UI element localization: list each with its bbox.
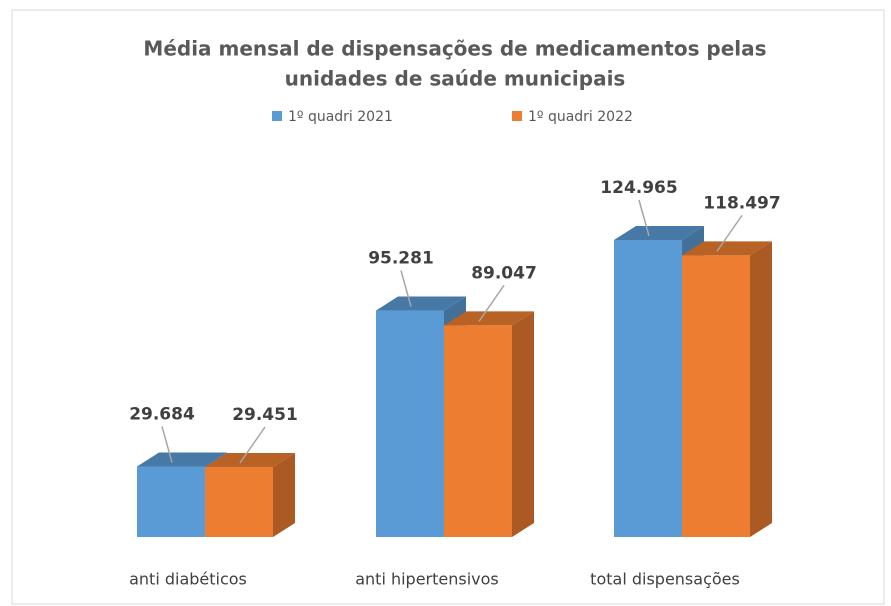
bar-top — [614, 226, 704, 240]
leader-line — [239, 426, 266, 464]
bar — [137, 466, 205, 537]
bar-side — [512, 311, 534, 537]
chart-title: Média mensal de dispensações de medicame… — [143, 37, 766, 61]
legend-label: 1º quadri 2021 — [288, 109, 393, 125]
legend-swatch — [512, 111, 522, 121]
x-tick-label: anti hipertensivos — [355, 570, 499, 589]
bar-top — [376, 296, 466, 311]
value-label: 29.451 — [232, 405, 298, 425]
bar-top — [137, 452, 227, 467]
value-label: 29.684 — [129, 404, 195, 424]
bar — [376, 310, 444, 537]
leader-line — [161, 426, 173, 463]
x-tick-label: anti diabéticos — [129, 570, 247, 589]
value-label: 118.497 — [703, 193, 780, 213]
leader-line — [478, 284, 505, 322]
legend-label: 1º quadri 2022 — [528, 109, 633, 125]
leader-line — [400, 270, 412, 307]
bar-side — [750, 241, 772, 538]
bar — [682, 255, 750, 538]
bar-top — [444, 311, 534, 326]
value-label: 124.965 — [600, 178, 677, 198]
chart-title: unidades de saúde municipais — [285, 67, 626, 91]
bar-top — [205, 453, 295, 468]
legend-swatch — [272, 111, 282, 121]
value-label: 89.047 — [471, 263, 537, 283]
bar — [205, 467, 273, 537]
leader-line — [716, 214, 743, 252]
bar — [614, 240, 682, 537]
leader-line — [638, 199, 650, 237]
x-tick-label: total dispensações — [590, 570, 740, 589]
value-label: 95.281 — [368, 249, 434, 269]
bar-side — [273, 453, 295, 537]
bar-top — [682, 241, 772, 256]
bar — [444, 325, 512, 537]
